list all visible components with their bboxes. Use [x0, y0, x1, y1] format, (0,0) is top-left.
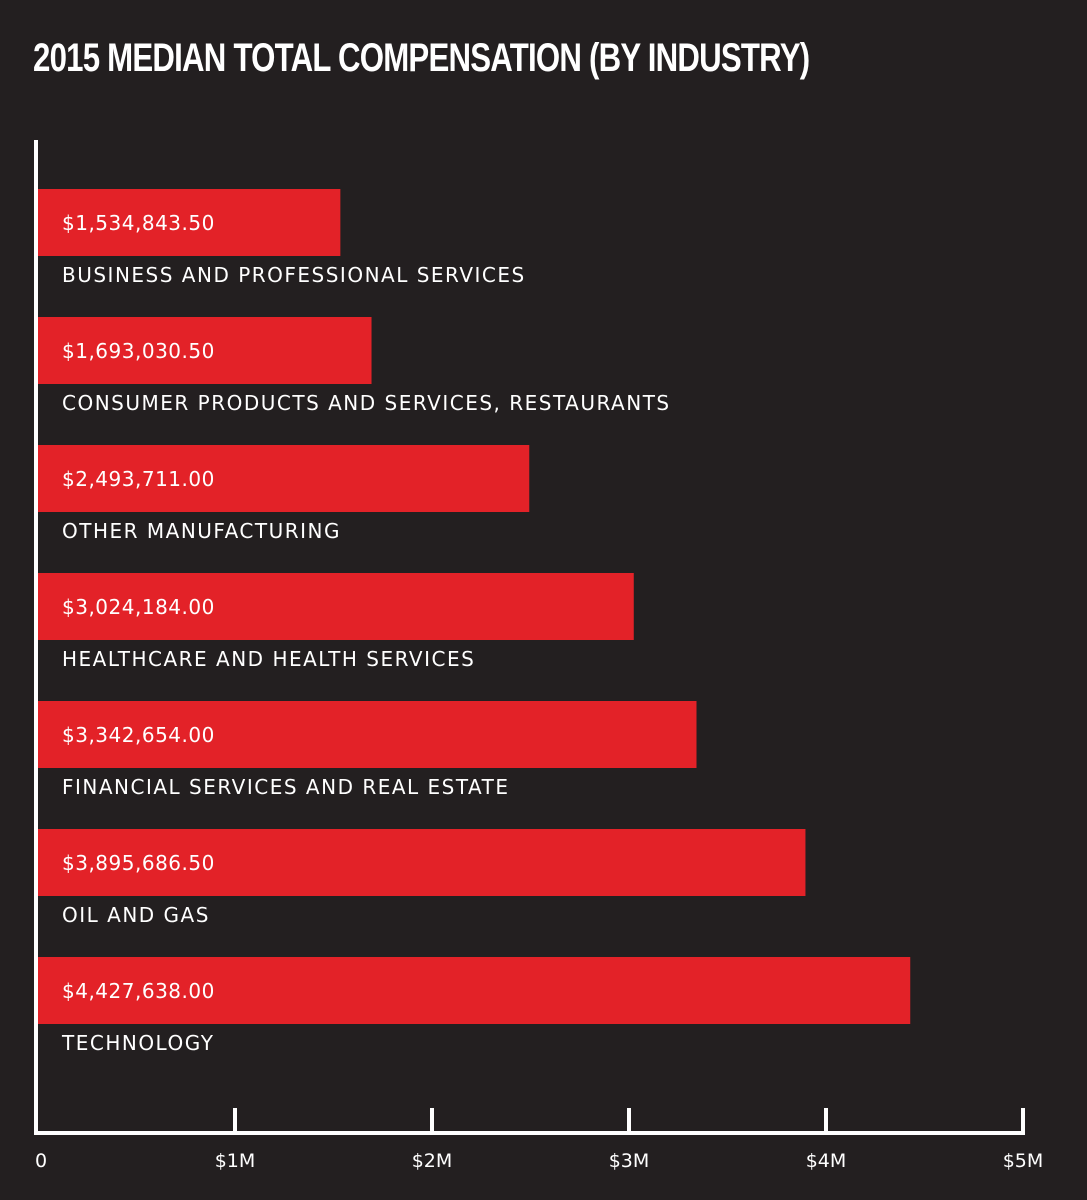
bar-value-label-7: $4,427,638.00	[62, 979, 215, 1003]
bar-2	[38, 317, 372, 384]
bar-value-label-6: $3,895,686.50	[62, 851, 215, 875]
bar-7	[38, 957, 911, 1024]
axis-layer: 0 $1M $2M $3M $4M $5M	[34, 140, 1043, 1172]
x-tick-label-5: $5M	[1003, 1150, 1044, 1172]
bar-4	[38, 573, 634, 640]
bars-layer: $1,534,843.50 BUSINESS AND PROFESSIONAL S…	[38, 189, 911, 1055]
category-label-3: OTHER MANUFACTURING	[62, 519, 341, 543]
bar-value-label-5: $3,342,654.00	[62, 723, 215, 747]
bar-value-label-2: $1,693,030.50	[62, 339, 215, 363]
x-tick-label-4: $4M	[806, 1150, 847, 1172]
chart-title: 2015 MEDIAN TOTAL COMPENSATION (BY INDUS…	[33, 36, 810, 80]
x-tick-label-2: $2M	[412, 1150, 453, 1172]
bar-value-label-4: $3,024,184.00	[62, 595, 215, 619]
category-label-5: FINANCIAL SERVICES AND REAL ESTATE	[62, 775, 510, 799]
bar-5	[38, 701, 697, 768]
x-tick-label-0: 0	[35, 1150, 47, 1172]
bar-3	[38, 445, 530, 512]
bar-1	[38, 189, 341, 256]
x-tick-label-3: $3M	[609, 1150, 650, 1172]
bar-value-label-3: $2,493,711.00	[62, 467, 215, 491]
bar-value-label-1: $1,534,843.50	[62, 211, 215, 235]
category-label-6: OIL AND GAS	[62, 903, 210, 927]
category-label-7: TECHNOLOGY	[61, 1031, 214, 1055]
category-label-2: CONSUMER PRODUCTS AND SERVICES, RESTAURA…	[62, 391, 671, 415]
category-label-1: BUSINESS AND PROFESSIONAL SERVICES	[62, 263, 526, 287]
x-tick-label-1: $1M	[215, 1150, 256, 1172]
bar-6	[38, 829, 806, 896]
category-label-4: HEALTHCARE AND HEALTH SERVICES	[62, 647, 475, 671]
